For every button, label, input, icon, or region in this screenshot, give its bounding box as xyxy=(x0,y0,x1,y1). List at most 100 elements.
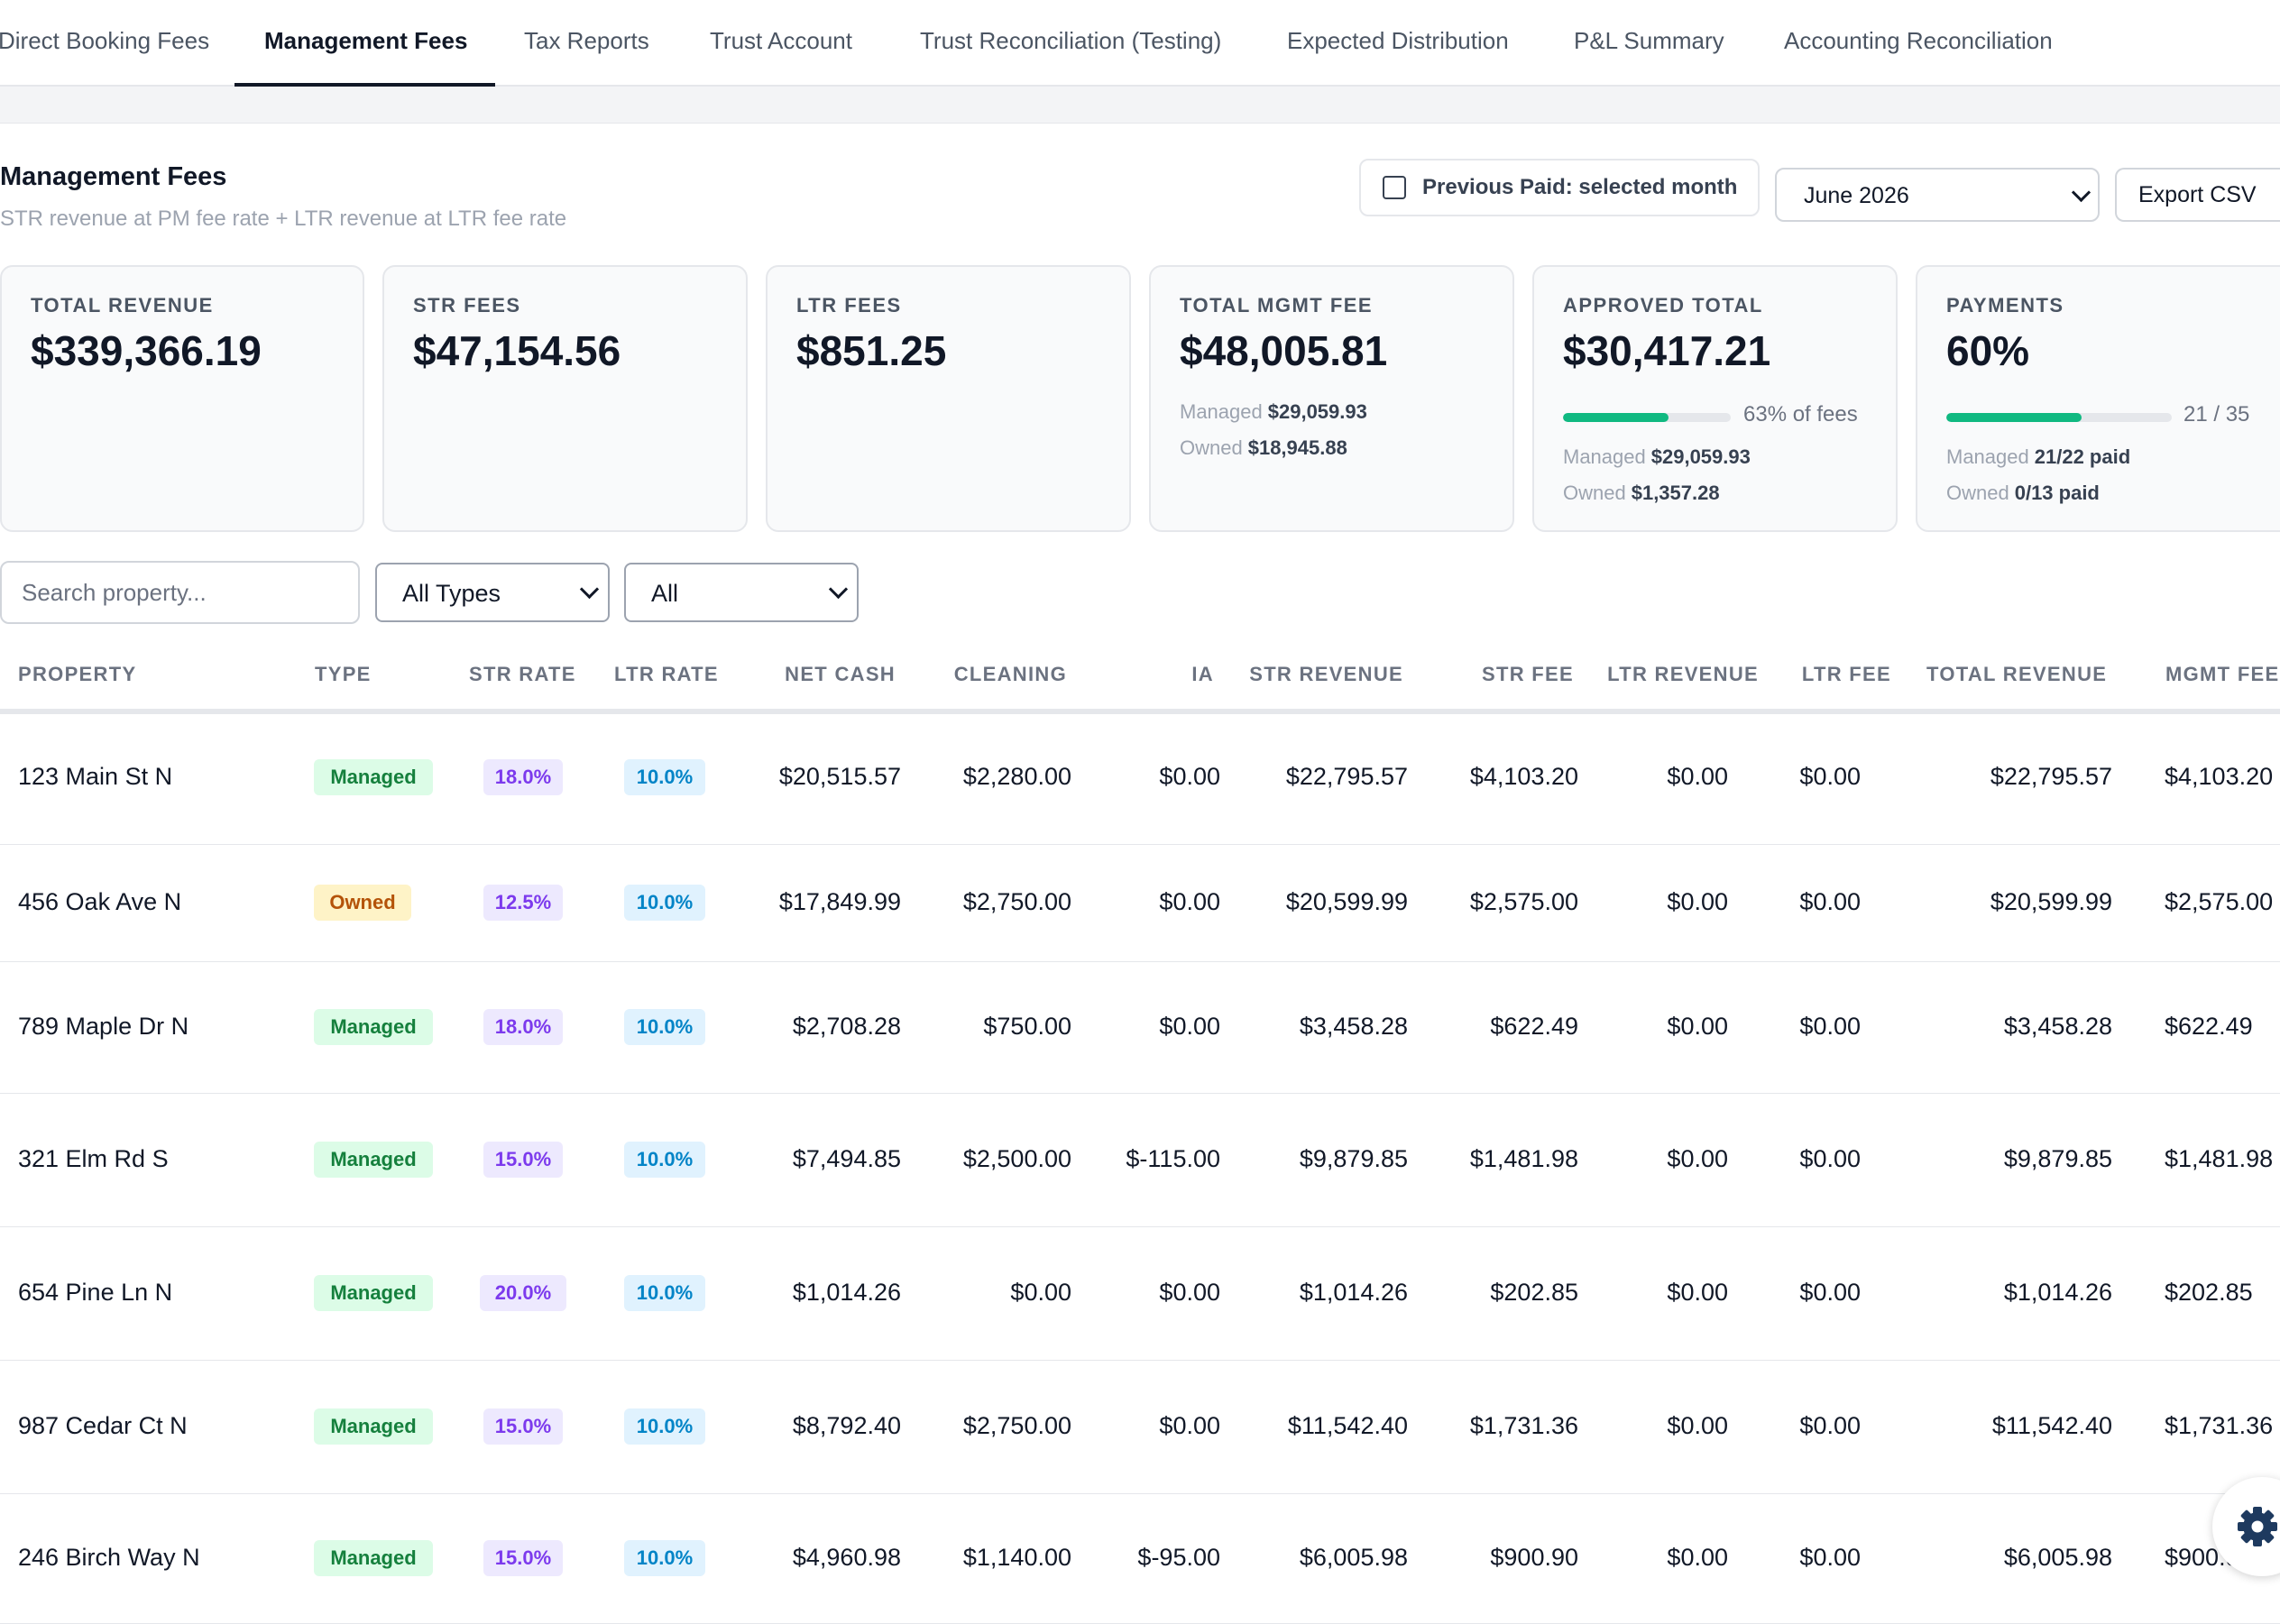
owned-badge: Owned xyxy=(314,885,411,921)
total-revenue-cell: $11,542.40 xyxy=(1991,1412,2112,1439)
column-header-property[interactable]: PROPERTY xyxy=(18,663,137,685)
column-header-cleaning[interactable]: CLEANING xyxy=(953,663,1067,685)
tab-accounting-reconciliation[interactable]: Accounting Reconciliation xyxy=(1784,27,2053,54)
mgmt-fee-cell: $1,481.98 xyxy=(2165,1145,2274,1172)
ltr-rate-badge: 10.0% xyxy=(624,1275,705,1311)
chevron-down-icon xyxy=(579,579,600,600)
str-fee-cell: $2,575.00 xyxy=(1469,888,1578,915)
mgmt-fee-cell: $622.49 xyxy=(2165,1013,2253,1040)
cleaning-cell: $2,500.00 xyxy=(962,1145,1071,1172)
previous-paid-toggle[interactable]: Previous Paid: selected month xyxy=(1359,159,1760,216)
str-revenue-cell: $1,014.26 xyxy=(1299,1279,1408,1306)
previous-paid-label: Previous Paid: selected month xyxy=(1422,175,1738,199)
str-rate-badge: 12.5% xyxy=(483,885,563,921)
table-row[interactable]: 654 Pine Ln N Managed 20.0% 10.0% $1,014.26 $… xyxy=(0,1226,2280,1361)
card-label: LTR FEES xyxy=(796,294,902,317)
managed-badge: Managed xyxy=(314,1408,433,1445)
card-value: $851.25 xyxy=(796,327,947,374)
table-row[interactable]: 456 Oak Ave N Owned 12.5% 10.0% $17,849.99 $2… xyxy=(0,844,2280,962)
previous-paid-checkbox[interactable] xyxy=(1383,176,1406,199)
str-rate-badge: 15.0% xyxy=(483,1408,563,1445)
total-revenue-cell: $22,795.57 xyxy=(1990,763,2112,790)
tab-direct-booking-fees[interactable]: Direct Booking Fees xyxy=(0,27,210,54)
gear-icon xyxy=(2238,1507,2277,1546)
managed-badge: Managed xyxy=(314,1275,433,1311)
payments-progress-bar xyxy=(1946,413,2172,422)
managed-badge: Managed xyxy=(314,1009,433,1045)
str-revenue-cell: $11,542.40 xyxy=(1287,1412,1408,1439)
ia-cell: $-95.00 xyxy=(1137,1544,1220,1571)
table-row[interactable]: 987 Cedar Ct N Managed 15.0% 10.0% $8,792.40… xyxy=(0,1360,2280,1494)
card-value: $48,005.81 xyxy=(1180,327,1388,374)
card-label: TOTAL REVENUE xyxy=(31,294,214,317)
type-filter-select[interactable]: All Types xyxy=(375,563,610,622)
column-header-ia[interactable]: IA xyxy=(1191,663,1214,685)
property-name: 246 Birch Way N xyxy=(18,1544,200,1571)
str-rate-badge: 18.0% xyxy=(483,1009,563,1045)
status-filter-select[interactable]: All xyxy=(624,563,859,622)
ia-cell: $0.00 xyxy=(1159,1279,1220,1306)
managed-badge: Managed xyxy=(314,759,433,795)
month-select-value: June 2026 xyxy=(1804,183,1909,208)
table-row[interactable]: 246 Birch Way N Managed 15.0% 10.0% $4,960.9… xyxy=(0,1493,2280,1624)
column-header-mgmt-fee[interactable]: MGMT FEE xyxy=(2165,663,2280,685)
tab-bar: Direct Booking Fees Management Fees Tax … xyxy=(0,0,2280,87)
str-rate-badge: 15.0% xyxy=(483,1540,563,1576)
tab-pl-summary[interactable]: P&L Summary xyxy=(1574,27,1724,54)
column-header-str-rate[interactable]: STR RATE xyxy=(469,663,576,685)
page-title: Management Fees xyxy=(0,162,227,191)
column-header-ltr-fee[interactable]: LTR FEE xyxy=(1801,663,1891,685)
search-input[interactable]: Search property... xyxy=(0,561,360,624)
tab-management-fees[interactable]: Management Fees xyxy=(234,0,496,87)
tab-tax-reports[interactable]: Tax Reports xyxy=(524,27,649,54)
column-header-total-revenue[interactable]: TOTAL REVENUE xyxy=(1926,663,2108,685)
card-approved-total: APPROVED TOTAL $30,417.21 63% of fees Ma… xyxy=(1532,265,1898,532)
table-row[interactable]: 321 Elm Rd S Managed 15.0% 10.0% $7,494.85 $2… xyxy=(0,1093,2280,1227)
column-header-ltr-rate[interactable]: LTR RATE xyxy=(614,663,719,685)
type-filter-value: All Types xyxy=(402,580,501,607)
ltr-rate-badge: 10.0% xyxy=(624,885,705,921)
ltr-revenue-cell: $0.00 xyxy=(1667,888,1728,915)
cleaning-cell: $2,750.00 xyxy=(962,1412,1071,1439)
mgmt-fee-cell: $2,575.00 xyxy=(2165,888,2274,915)
net-cash-cell: $2,708.28 xyxy=(792,1013,901,1040)
ltr-revenue-cell: $0.00 xyxy=(1667,1279,1728,1306)
column-header-str-revenue[interactable]: STR REVENUE xyxy=(1249,663,1403,685)
column-header-net-cash[interactable]: NET CASH xyxy=(785,663,896,685)
owned-breakdown: Owned 0/13 paid xyxy=(1946,482,2100,504)
card-label: STR FEES xyxy=(413,294,521,317)
property-name: 123 Main St N xyxy=(18,763,173,790)
property-name: 456 Oak Ave N xyxy=(18,888,182,915)
tab-trust-reconciliation[interactable]: Trust Reconciliation (Testing) xyxy=(920,27,1222,54)
ia-cell: $-115.00 xyxy=(1126,1145,1220,1172)
table-row[interactable]: 789 Maple Dr N Managed 18.0% 10.0% $2,708.28… xyxy=(0,961,2280,1094)
table-row[interactable]: 123 Main St N Managed 18.0% 10.0% $20,515.57… xyxy=(0,711,2280,845)
export-csv-button[interactable]: Export CSV xyxy=(2115,168,2280,222)
month-select[interactable]: June 2026 xyxy=(1775,168,2100,222)
ia-cell: $0.00 xyxy=(1159,1013,1220,1040)
ltr-fee-cell: $0.00 xyxy=(1799,1145,1861,1172)
ltr-rate-badge: 10.0% xyxy=(624,1142,705,1178)
column-header-type[interactable]: TYPE xyxy=(315,663,372,685)
ltr-rate-badge: 10.0% xyxy=(624,1540,705,1576)
managed-breakdown: Managed $29,059.93 xyxy=(1563,445,1751,468)
column-header-str-fee[interactable]: STR FEE xyxy=(1482,663,1574,685)
total-revenue-cell: $6,005.98 xyxy=(2003,1544,2112,1571)
net-cash-cell: $20,515.57 xyxy=(778,763,901,790)
card-ltr-fees: LTR FEES $851.25 xyxy=(766,265,1131,532)
ia-cell: $0.00 xyxy=(1159,1412,1220,1439)
ltr-rate-badge: 10.0% xyxy=(624,1009,705,1045)
tab-expected-distribution[interactable]: Expected Distribution xyxy=(1287,27,1509,54)
ltr-revenue-cell: $0.00 xyxy=(1667,763,1728,790)
net-cash-cell: $17,849.99 xyxy=(778,888,901,915)
ltr-rate-badge: 10.0% xyxy=(624,759,705,795)
ltr-revenue-cell: $0.00 xyxy=(1667,1013,1728,1040)
tab-trust-account[interactable]: Trust Account xyxy=(710,27,852,54)
card-label: TOTAL MGMT FEE xyxy=(1180,294,1374,317)
settings-button[interactable] xyxy=(2212,1477,2280,1576)
managed-badge: Managed xyxy=(314,1142,433,1178)
cleaning-cell: $750.00 xyxy=(983,1013,1071,1040)
ltr-rate-badge: 10.0% xyxy=(624,1408,705,1445)
mgmt-fee-cell: $1,731.36 xyxy=(2165,1412,2274,1439)
column-header-ltr-revenue[interactable]: LTR REVENUE xyxy=(1607,663,1759,685)
